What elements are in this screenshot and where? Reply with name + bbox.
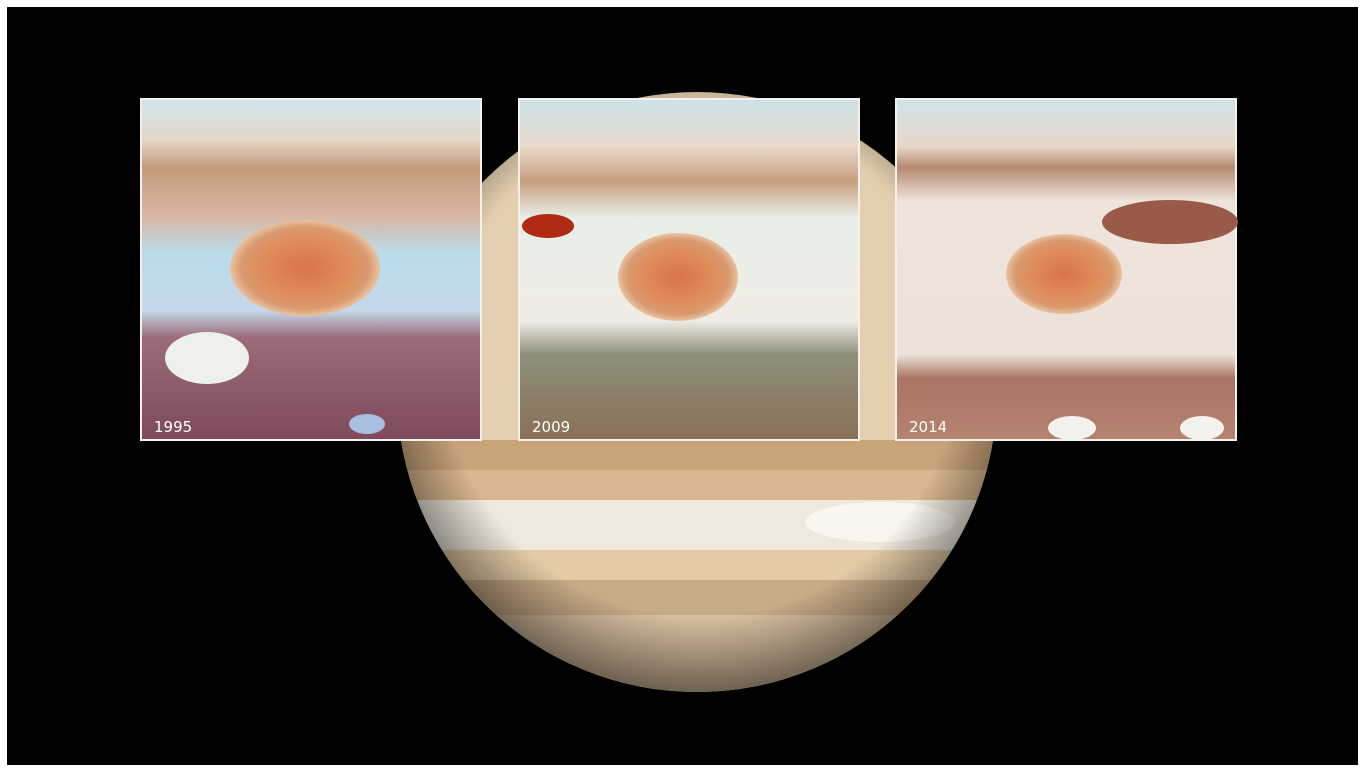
panel: 2014	[895, 98, 1238, 441]
year-label: 2009	[532, 418, 570, 436]
year-label: 1995	[154, 418, 192, 436]
panel: 2009	[518, 98, 860, 441]
panel: 1995	[140, 98, 482, 441]
year-label: 2014	[909, 418, 947, 436]
